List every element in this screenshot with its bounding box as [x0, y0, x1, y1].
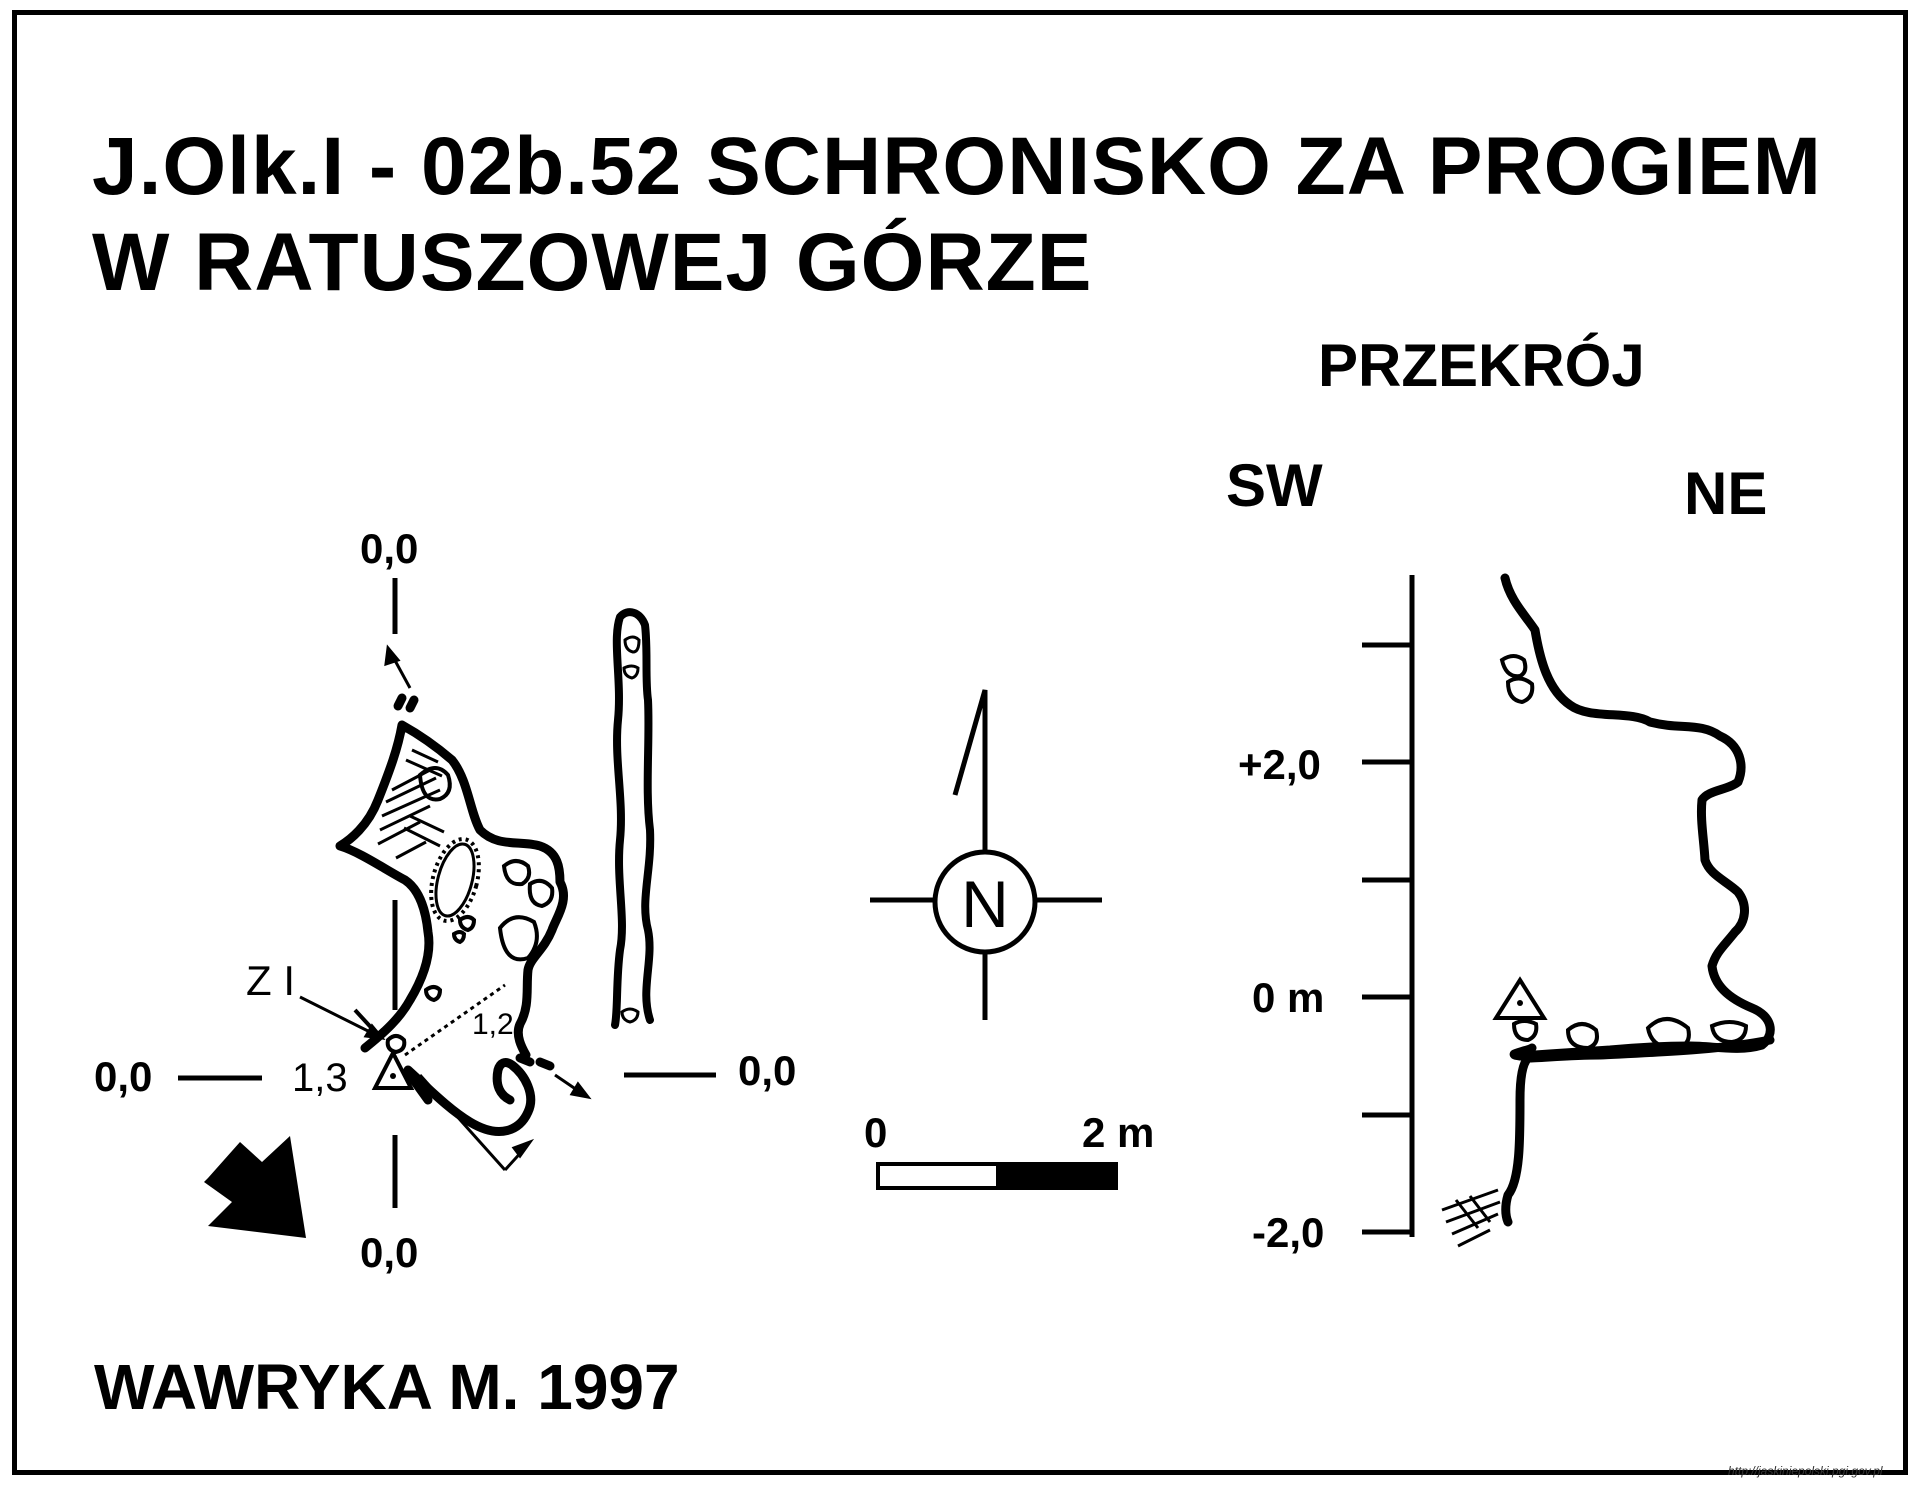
section-title: PRZEKRÓJ — [1318, 332, 1645, 399]
section-direction-ne: NE — [1684, 460, 1768, 527]
plan-station-label: Z I — [246, 957, 295, 1004]
section-cave-profile — [1500, 573, 1775, 1061]
plan-wall-segment — [405, 1070, 433, 1105]
scale-bar-end-label: 2 m — [1082, 1109, 1155, 1156]
plan-rubble-hatching — [377, 748, 445, 860]
section-blocks — [1499, 654, 1749, 1051]
section-floor — [1501, 1035, 1775, 1227]
plan-entrance-height: 1,3 — [292, 1056, 348, 1100]
compass-rose — [870, 689, 1102, 1020]
plan-entrance-triangle — [371, 1048, 415, 1090]
entrance-direction-arrow — [204, 1136, 306, 1238]
scale-bar-start-label: 0 — [864, 1109, 888, 1156]
plan-axis-left-label: 0,0 — [94, 1053, 153, 1100]
plan-drip-line — [404, 983, 506, 1057]
scale-bar — [876, 1162, 1118, 1190]
plan-exit-marks — [393, 693, 555, 1071]
plan-axis-right-label: 0,0 — [738, 1047, 797, 1094]
plan-passage-tail — [403, 1058, 536, 1136]
plan-side-passage — [611, 608, 655, 1029]
map-author: WAWRYKA M. 1997 — [94, 1351, 680, 1423]
plan-blocks — [385, 766, 555, 1055]
plan-axis-top-label: 0,0 — [360, 525, 419, 572]
section-rubble-hatching — [1441, 1188, 1501, 1248]
plan-axis-bottom-label: 0,0 — [360, 1229, 419, 1276]
section-direction-sw: SW — [1226, 452, 1323, 519]
map-frame — [12, 10, 1908, 1475]
map-title-line1: J.Olk.I - 02b.52 SCHRONISKO ZA PROGIEM — [92, 121, 1822, 212]
section-tick-plus2: +2,0 — [1238, 741, 1321, 788]
plan-inner-height: 1,2 — [472, 1008, 514, 1041]
section-scale-axis — [1362, 575, 1415, 1237]
plan-arrows — [299, 644, 592, 1172]
section-tick-minus2: -2,0 — [1252, 1209, 1325, 1256]
compass-north-letter: N — [961, 867, 1009, 941]
section-tick-zero: 0 m — [1252, 974, 1325, 1021]
map-title-line2: W RATUSZOWEJ GÓRZE — [92, 217, 1093, 308]
plan-side-passage-blocks — [620, 635, 641, 1024]
plan-flowstone-oval — [429, 837, 481, 923]
section-entrance-triangle — [1492, 976, 1548, 1020]
plan-cave-outline — [335, 720, 569, 1060]
plan-axes — [178, 578, 716, 1208]
source-url: http://jaskiniepolski.pgi.gov.pl — [1728, 1464, 1883, 1478]
